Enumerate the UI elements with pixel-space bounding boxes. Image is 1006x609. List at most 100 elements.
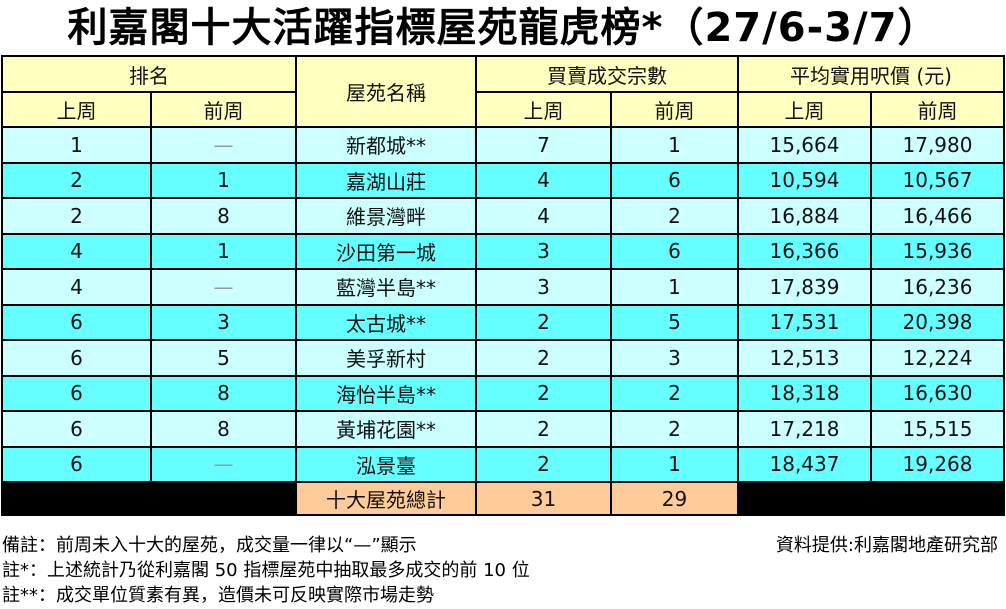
cell-tx-last: 7: [475, 126, 612, 164]
cell-price-last: 15,664: [737, 126, 872, 164]
cell-price-last: 18,318: [737, 374, 872, 412]
ranking-table: 排名 屋苑名稱 買賣成交宗數 平均實用呎價 (元) 上周 前周 上周 前周 上周…: [1, 55, 1005, 516]
cell-tx-prev: 5: [610, 303, 739, 341]
cell-prev-rank: —: [150, 445, 297, 483]
cell-price-prev: 16,630: [870, 374, 1005, 412]
cell-estate: 維景灣畔: [295, 197, 477, 235]
cell-rank: 4: [1, 268, 152, 306]
cell-tx-prev: 2: [610, 197, 739, 235]
cell-price-prev: 17,980: [870, 126, 1005, 164]
table-row: 6— 泓景臺 2 1 18,437 19,268: [1, 445, 1005, 483]
cell-rank: 4: [1, 232, 152, 270]
cell-prev-rank: 8: [150, 410, 297, 448]
cell-estate: 藍灣半島**: [295, 268, 477, 306]
cell-estate: 新都城**: [295, 126, 477, 164]
cell-price-prev: 10,567: [870, 161, 1005, 199]
cell-tx-prev: 6: [610, 232, 739, 270]
total-row: 十大屋苑總計 31 29: [1, 481, 1005, 516]
cell-prev-rank: —: [150, 126, 297, 164]
cell-tx-last: 2: [475, 303, 612, 341]
cell-prev-rank: 3: [150, 303, 297, 341]
cell-price-prev: 12,224: [870, 339, 1005, 377]
cell-price-last: 18,437: [737, 445, 872, 483]
cell-rank: 6: [1, 374, 152, 412]
cell-estate: 沙田第一城: [295, 232, 477, 270]
cell-price-last: 10,594: [737, 161, 872, 199]
cell-tx-prev: 6: [610, 161, 739, 199]
cell-tx-prev: 1: [610, 126, 739, 164]
table-row: 2 1 嘉湖山莊 4 6 10,594 10,567: [1, 161, 1005, 199]
cell-price-last: 16,366: [737, 232, 872, 270]
header-price-last-week: 上周: [737, 91, 872, 128]
total-label: 十大屋苑總計: [295, 481, 477, 516]
cell-price-prev: 19,268: [870, 445, 1005, 483]
note-2: 註**：成交單位質素有異，造價未可反映實際市場走勢: [2, 585, 434, 606]
header-transactions: 買賣成交宗數: [475, 55, 739, 93]
cell-tx-prev: 2: [610, 410, 739, 448]
header-tx-last-week: 上周: [475, 91, 612, 128]
header-rank: 排名: [1, 55, 297, 93]
cell-rank: 6: [1, 445, 152, 483]
cell-price-last: 17,218: [737, 410, 872, 448]
cell-price-prev: 15,936: [870, 232, 1005, 270]
cell-rank: 6: [1, 339, 152, 377]
table-row: 4— 藍灣半島** 3 1 17,839 16,236: [1, 268, 1005, 306]
cell-tx-last: 3: [475, 268, 612, 306]
cell-tx-last: 2: [475, 445, 612, 483]
header-tx-prev-week: 前周: [610, 91, 739, 128]
table-row: 4 1 沙田第一城 3 6 16,366 15,936: [1, 232, 1005, 270]
blank-cell: [1, 481, 297, 516]
table-row: 2 8 維景灣畔 4 2 16,884 16,466: [1, 197, 1005, 235]
cell-prev-rank: 5: [150, 339, 297, 377]
header-estate: 屋苑名稱: [295, 55, 477, 128]
cell-rank: 6: [1, 410, 152, 448]
total-tx-last: 31: [475, 481, 612, 516]
cell-prev-rank: 1: [150, 232, 297, 270]
cell-tx-prev: 1: [610, 445, 739, 483]
blank-cell: [737, 481, 1005, 516]
header-price: 平均實用呎價 (元): [737, 55, 1005, 93]
cell-prev-rank: 8: [150, 197, 297, 235]
cell-tx-last: 2: [475, 410, 612, 448]
cell-rank: 2: [1, 161, 152, 199]
cell-tx-last: 2: [475, 374, 612, 412]
cell-estate: 美孚新村: [295, 339, 477, 377]
cell-price-prev: 15,515: [870, 410, 1005, 448]
cell-prev-rank: —: [150, 268, 297, 306]
cell-tx-prev: 2: [610, 374, 739, 412]
table-row: 6 5 美孚新村 2 3 12,513 12,224: [1, 339, 1005, 377]
cell-tx-last: 3: [475, 232, 612, 270]
table-row: 6 8 黃埔花園** 2 2 17,218 15,515: [1, 410, 1005, 448]
note-1: 註*：上述統計乃從利嘉閣 50 指標屋苑中抽取最多成交的前 10 位: [2, 560, 530, 581]
cell-prev-rank: 1: [150, 161, 297, 199]
page-title: 利嘉閣十大活躍指標屋苑龍虎榜*（27/6-3/7）: [67, 5, 939, 51]
cell-rank: 2: [1, 197, 152, 235]
cell-price-last: 17,531: [737, 303, 872, 341]
notes: 備註：前周未入十大的屋苑，成交量一律以“—”顯示 資料提供:利嘉閣地產研究部 註…: [2, 533, 1002, 608]
cell-price-last: 16,884: [737, 197, 872, 235]
header-rank-prev-week: 前周: [150, 91, 297, 128]
cell-rank: 1: [1, 126, 152, 164]
table-row: 1— 新都城** 7 1 15,664 17,980: [1, 126, 1005, 164]
cell-tx-prev: 3: [610, 339, 739, 377]
header-rank-last-week: 上周: [1, 91, 152, 128]
cell-estate: 泓景臺: [295, 445, 477, 483]
cell-estate: 太古城**: [295, 303, 477, 341]
cell-tx-prev: 1: [610, 268, 739, 306]
total-tx-prev: 29: [610, 481, 739, 516]
cell-estate: 黃埔花園**: [295, 410, 477, 448]
cell-price-last: 12,513: [737, 339, 872, 377]
cell-rank: 6: [1, 303, 152, 341]
cell-price-last: 17,839: [737, 268, 872, 306]
source-note: 資料提供:利嘉閣地產研究部: [775, 535, 998, 556]
table-row: 6 8 海怡半島** 2 2 18,318 16,630: [1, 374, 1005, 412]
cell-price-prev: 20,398: [870, 303, 1005, 341]
remark-note: 備註：前周未入十大的屋苑，成交量一律以“—”顯示: [2, 535, 417, 556]
cell-tx-last: 4: [475, 161, 612, 199]
header-price-prev-week: 前周: [870, 91, 1005, 128]
cell-price-prev: 16,466: [870, 197, 1005, 235]
cell-estate: 海怡半島**: [295, 374, 477, 412]
cell-estate: 嘉湖山莊: [295, 161, 477, 199]
cell-tx-last: 2: [475, 339, 612, 377]
cell-tx-last: 4: [475, 197, 612, 235]
